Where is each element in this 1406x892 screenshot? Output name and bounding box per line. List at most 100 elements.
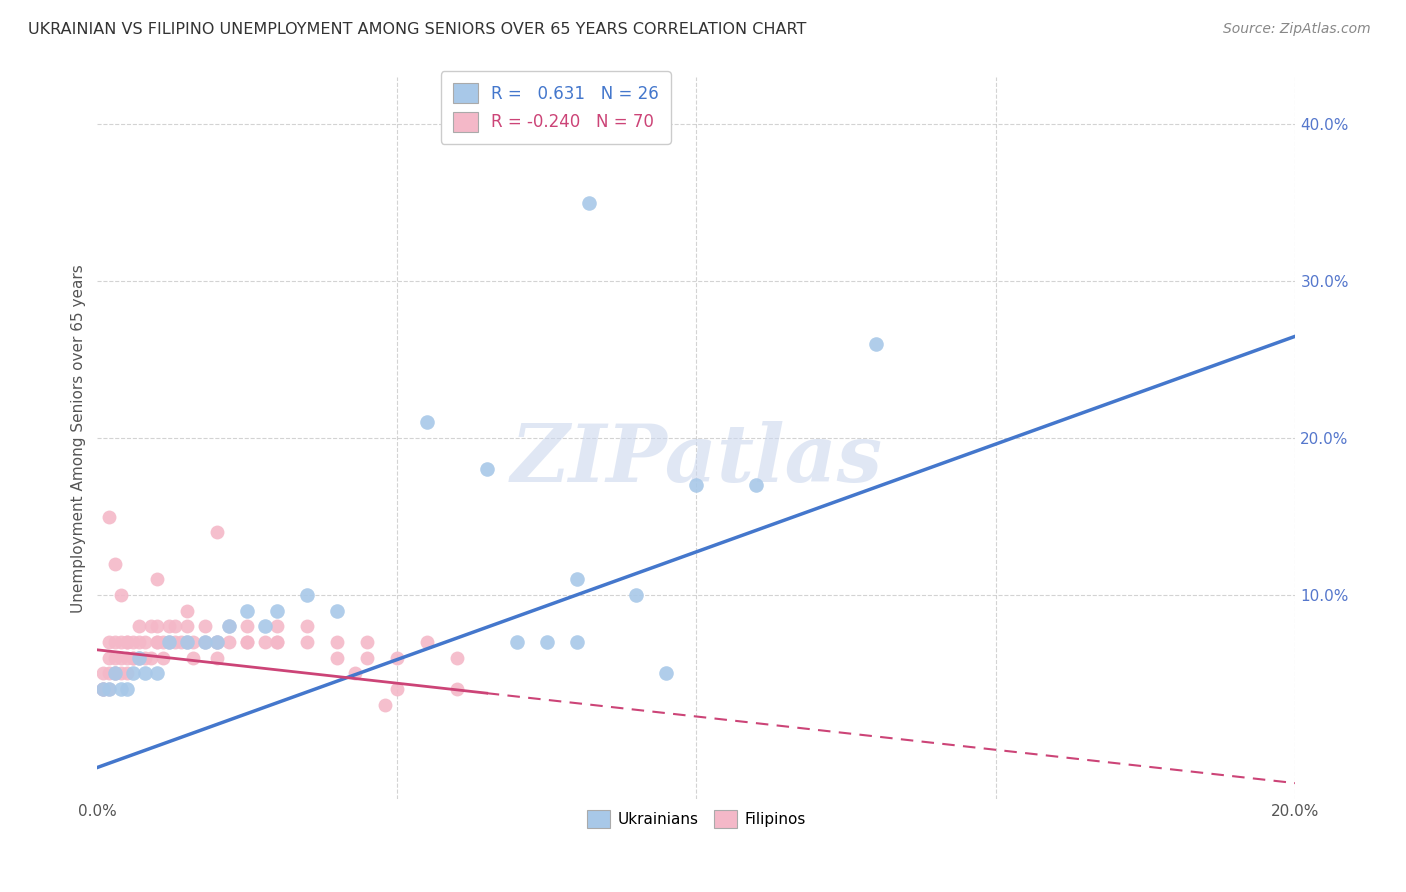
- Point: [104, 650, 127, 665]
- Point: [745, 478, 768, 492]
- Point: [326, 604, 349, 618]
- Point: [98, 509, 121, 524]
- Point: [446, 681, 468, 696]
- Point: [146, 635, 169, 649]
- Point: [170, 635, 193, 649]
- Point: [134, 635, 156, 649]
- Point: [122, 635, 145, 649]
- Point: [104, 666, 127, 681]
- Point: [326, 635, 349, 649]
- Point: [93, 681, 115, 696]
- Point: [122, 650, 145, 665]
- Point: [128, 619, 150, 633]
- Point: [176, 635, 198, 649]
- Point: [205, 650, 228, 665]
- Point: [416, 635, 439, 649]
- Point: [565, 635, 588, 649]
- Point: [93, 681, 115, 696]
- Point: [122, 650, 145, 665]
- Point: [165, 619, 187, 633]
- Point: [104, 557, 127, 571]
- Point: [157, 635, 180, 649]
- Point: [165, 635, 187, 649]
- Point: [117, 666, 139, 681]
- Point: [565, 572, 588, 586]
- Point: [122, 666, 145, 681]
- Point: [146, 619, 169, 633]
- Point: [110, 681, 132, 696]
- Point: [385, 650, 408, 665]
- Point: [205, 635, 228, 649]
- Point: [205, 525, 228, 540]
- Point: [266, 635, 288, 649]
- Point: [295, 635, 318, 649]
- Point: [266, 619, 288, 633]
- Point: [194, 635, 217, 649]
- Point: [146, 635, 169, 649]
- Point: [254, 619, 277, 633]
- Point: [374, 698, 396, 712]
- Point: [134, 666, 156, 681]
- Point: [505, 635, 527, 649]
- Point: [205, 635, 228, 649]
- Point: [110, 588, 132, 602]
- Point: [134, 650, 156, 665]
- Point: [117, 635, 139, 649]
- Point: [93, 681, 115, 696]
- Point: [536, 635, 558, 649]
- Y-axis label: Unemployment Among Seniors over 65 years: Unemployment Among Seniors over 65 years: [72, 264, 86, 613]
- Point: [295, 619, 318, 633]
- Point: [326, 650, 349, 665]
- Point: [194, 635, 217, 649]
- Point: [218, 635, 240, 649]
- Point: [157, 619, 180, 633]
- Point: [98, 681, 121, 696]
- Point: [146, 666, 169, 681]
- Point: [295, 588, 318, 602]
- Point: [104, 666, 127, 681]
- Point: [141, 650, 163, 665]
- Point: [218, 619, 240, 633]
- Point: [356, 635, 378, 649]
- Point: [141, 619, 163, 633]
- Point: [446, 650, 468, 665]
- Point: [146, 572, 169, 586]
- Point: [343, 666, 366, 681]
- Point: [152, 635, 174, 649]
- Text: ZIPatlas: ZIPatlas: [510, 421, 883, 499]
- Point: [626, 588, 648, 602]
- Point: [128, 650, 150, 665]
- Point: [236, 619, 259, 633]
- Point: [356, 650, 378, 665]
- Point: [93, 666, 115, 681]
- Point: [205, 635, 228, 649]
- Point: [176, 604, 198, 618]
- Point: [104, 635, 127, 649]
- Point: [176, 635, 198, 649]
- Point: [236, 635, 259, 649]
- Text: Source: ZipAtlas.com: Source: ZipAtlas.com: [1223, 22, 1371, 37]
- Point: [266, 604, 288, 618]
- Point: [181, 635, 204, 649]
- Point: [117, 650, 139, 665]
- Point: [218, 619, 240, 633]
- Point: [685, 478, 707, 492]
- Point: [236, 604, 259, 618]
- Point: [128, 635, 150, 649]
- Point: [98, 666, 121, 681]
- Point: [98, 681, 121, 696]
- Point: [110, 635, 132, 649]
- Point: [110, 650, 132, 665]
- Point: [98, 650, 121, 665]
- Legend: Ukrainians, Filipinos: Ukrainians, Filipinos: [581, 804, 811, 835]
- Point: [266, 635, 288, 649]
- Point: [128, 650, 150, 665]
- Point: [578, 195, 600, 210]
- Point: [110, 666, 132, 681]
- Point: [655, 666, 678, 681]
- Point: [416, 416, 439, 430]
- Text: UKRAINIAN VS FILIPINO UNEMPLOYMENT AMONG SENIORS OVER 65 YEARS CORRELATION CHART: UKRAINIAN VS FILIPINO UNEMPLOYMENT AMONG…: [28, 22, 807, 37]
- Point: [194, 619, 217, 633]
- Point: [117, 681, 139, 696]
- Point: [98, 635, 121, 649]
